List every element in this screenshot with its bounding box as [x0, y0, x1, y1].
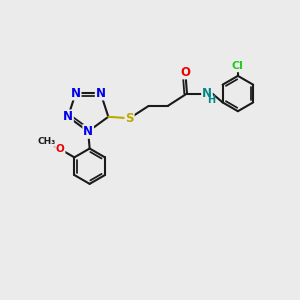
Text: N: N: [63, 110, 73, 123]
Text: N: N: [96, 87, 106, 100]
Text: O: O: [181, 65, 190, 79]
Text: N: N: [202, 87, 212, 100]
Text: H: H: [207, 95, 215, 105]
Text: N: N: [83, 125, 93, 138]
Text: CH₃: CH₃: [38, 137, 56, 146]
Text: N: N: [71, 87, 81, 100]
Text: Cl: Cl: [232, 61, 244, 71]
Text: S: S: [125, 112, 134, 125]
Text: O: O: [56, 144, 65, 154]
